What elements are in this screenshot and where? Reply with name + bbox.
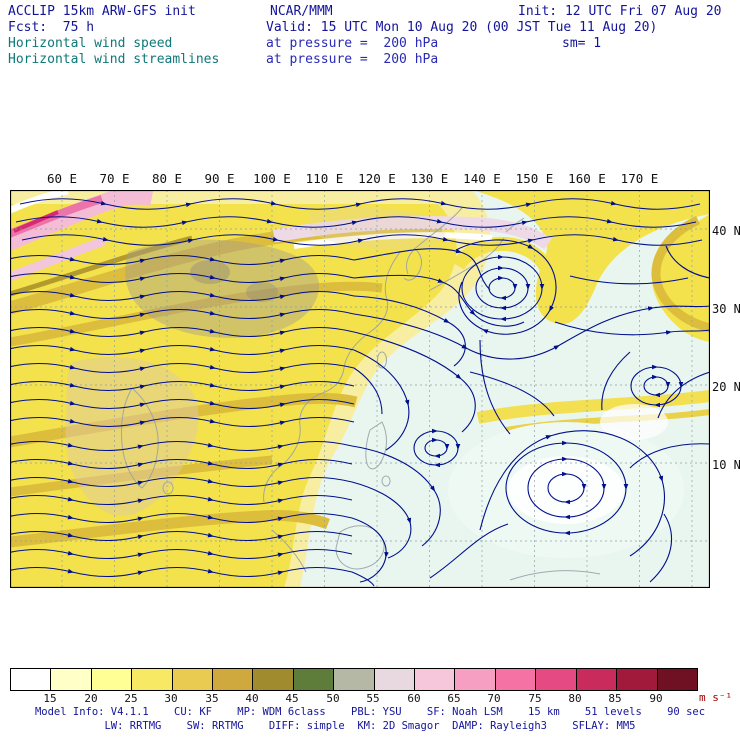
colorbar-cell: [132, 669, 173, 690]
lon-tick-label: 80 E: [151, 171, 183, 186]
field-speed-level: at pressure = 200 hPa: [266, 36, 439, 51]
colorbar-cell: [293, 669, 335, 690]
colorbar-tick-label: 90: [649, 692, 663, 705]
colorbar-tick-label: 55: [366, 692, 380, 705]
colorbar-tick-label: 80: [568, 692, 582, 705]
colorbar-tick-label: 40: [245, 692, 259, 705]
colorbar: [10, 668, 698, 691]
colorbar-cell: [576, 669, 618, 690]
streamlines: [10, 199, 711, 587]
lon-tick-label: 100 E: [253, 171, 291, 186]
colorbar-cell: [374, 669, 416, 690]
colorbar-tick-label: 85: [608, 692, 622, 705]
colorbar-cell: [415, 669, 456, 690]
colorbar-cell: [253, 669, 294, 690]
colorbar-cell: [91, 669, 133, 690]
colorbar-tick-label: 35: [205, 692, 219, 705]
lat-tick-label: 20 N: [712, 380, 740, 394]
lon-tick-label: 90 E: [204, 171, 235, 186]
colorbar-cell: [334, 669, 375, 690]
lon-tick-label: 160 E: [568, 171, 606, 186]
colorbar-cell: [51, 669, 92, 690]
map-plot: [0, 186, 712, 589]
smoothing-value: sm= 1: [562, 36, 602, 51]
lat-tick-label: 30 N: [712, 302, 740, 316]
field-speed-title: Horizontal wind speed: [8, 36, 173, 51]
colorbar-cell: [11, 669, 52, 690]
lon-tick-label: 150 E: [515, 171, 554, 186]
colorbar-cell: [617, 669, 658, 690]
valid-time: Valid: 15 UTC Mon 10 Aug 20 (00 JST Tue …: [266, 20, 658, 35]
colorbar-tick-label: 50: [326, 692, 340, 705]
colorbar-tick-label: 20: [84, 692, 98, 705]
colorbar-cell: [536, 669, 577, 690]
center-name: NCAR/MMM: [270, 4, 333, 19]
colorbar-tick-label: 45: [285, 692, 299, 705]
lon-tick-label: 110 E: [305, 171, 344, 186]
field-streamlines-title: Horizontal wind streamlines: [8, 52, 220, 67]
colorbar-tick-label: 75: [528, 692, 542, 705]
colorbar-cell: [213, 669, 254, 690]
lon-tick-label: 60 E: [46, 171, 78, 186]
colorbar-tick-label: 15: [43, 692, 57, 705]
colorbar-tick-label: 70: [487, 692, 501, 705]
forecast-hour: Fcst: 75 h: [8, 20, 95, 35]
graticule: [10, 190, 710, 588]
colorbar-cell: [172, 669, 214, 690]
lon-tick-label: 130 E: [410, 171, 449, 186]
terrain-shading: [65, 207, 446, 517]
colorbar-cell: [495, 669, 537, 690]
field-streamlines-level: at pressure = 200 hPa: [266, 52, 439, 67]
lon-tick-label: 140 E: [463, 171, 501, 186]
lon-tick-label: 120 E: [358, 171, 396, 186]
lat-tick-label: 40 N: [712, 224, 740, 238]
lat-tick-label: 10 N: [712, 458, 740, 472]
lon-tick-label: 70 E: [99, 171, 130, 186]
colorbar-tick-label: 30: [164, 692, 178, 705]
colorbar-cell: [657, 669, 697, 690]
footer-physics-line2: LW: RRTMG SW: RRTMG DIFF: simple KM: 2D …: [104, 720, 636, 732]
lon-tick-label: 170 E: [620, 171, 659, 186]
model-title: ACCLIP 15km ARW-GFS init: [8, 4, 196, 19]
footer-physics-line1: Model Info: V4.1.1 CU: KF MP: WDM 6class…: [34, 706, 706, 718]
init-time: Init: 12 UTC Fri 07 Aug 20: [518, 4, 722, 19]
colorbar-tick-label: 65: [447, 692, 461, 705]
colorbar-tick-label: 25: [124, 692, 138, 705]
colorbar-cell: [455, 669, 496, 690]
map-frame: [9, 189, 711, 589]
colorbar-tick-label: 60: [407, 692, 421, 705]
colorbar-unit: m s⁻¹: [699, 691, 733, 704]
map-graphic: [0, 186, 712, 589]
